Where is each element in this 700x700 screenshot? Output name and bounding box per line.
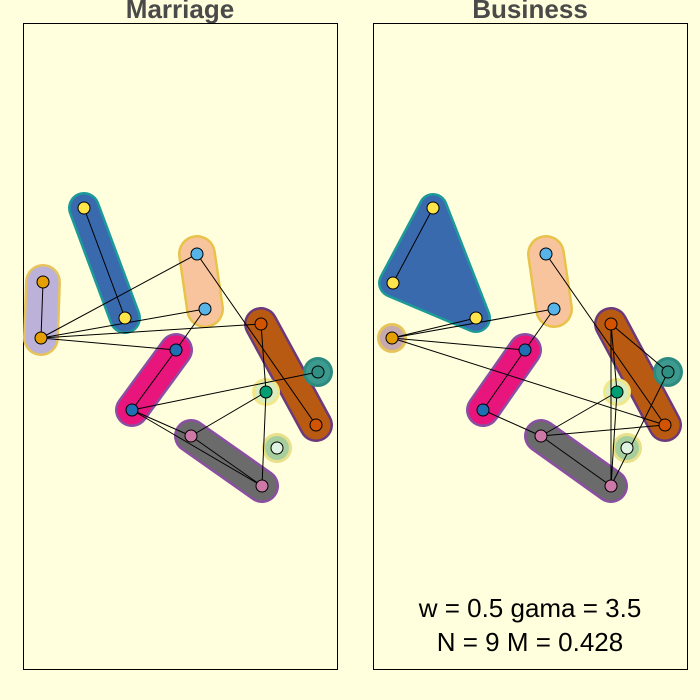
node — [386, 276, 400, 290]
edge — [40, 337, 177, 351]
stats-line-2: N = 9 M = 0.428 — [436, 627, 624, 657]
node — [661, 365, 675, 379]
panel-frame-business — [373, 23, 688, 670]
nodes-layer — [34, 201, 675, 493]
edge — [40, 281, 44, 339]
node — [604, 317, 618, 331]
edge — [391, 337, 526, 351]
node — [604, 479, 618, 493]
node — [255, 479, 269, 493]
node — [610, 385, 624, 399]
panel-frame-marriage — [23, 23, 338, 670]
edge — [610, 391, 618, 487]
edge — [610, 323, 669, 373]
edge — [545, 253, 666, 426]
node — [34, 331, 48, 345]
hull-peach-inner — [180, 237, 222, 326]
hull-peach-b-inner — [529, 237, 571, 326]
node — [259, 385, 273, 399]
edge — [391, 317, 477, 339]
node — [518, 343, 532, 357]
edge — [40, 323, 262, 339]
edge — [190, 391, 267, 437]
stats-line-1: w = 0.5 gama = 3.5 — [418, 593, 642, 623]
node — [311, 365, 325, 379]
node — [36, 275, 50, 289]
edge — [610, 371, 669, 487]
node — [169, 343, 183, 357]
hull-orange-inner — [246, 309, 331, 440]
edge — [610, 323, 618, 393]
node — [118, 311, 132, 325]
node — [469, 311, 483, 325]
edge — [540, 424, 666, 437]
marriage-hulls — [23, 192, 333, 503]
edge — [482, 409, 542, 437]
node — [184, 429, 198, 443]
node — [426, 201, 440, 215]
node — [385, 331, 399, 345]
node — [198, 302, 212, 316]
edge — [392, 207, 434, 284]
edge — [190, 435, 263, 487]
node — [476, 403, 490, 417]
edge — [482, 349, 526, 411]
edge — [196, 253, 317, 426]
node — [620, 441, 634, 455]
node — [547, 302, 561, 316]
node — [658, 418, 672, 432]
edge — [131, 349, 177, 411]
node — [270, 441, 284, 455]
node — [125, 403, 139, 417]
edge — [175, 308, 206, 351]
node — [190, 247, 204, 261]
hull-orange-b-inner — [596, 309, 680, 440]
node — [77, 201, 91, 215]
edge — [131, 409, 263, 487]
node — [534, 429, 548, 443]
panel-title-business: Business — [472, 0, 588, 24]
edge — [260, 323, 267, 393]
panel-title-marriage: Marriage — [125, 0, 235, 24]
edge — [540, 435, 612, 487]
edge — [131, 371, 319, 411]
hull-blue-large-inner — [380, 195, 489, 331]
edge — [83, 207, 126, 319]
edge — [40, 253, 198, 339]
node — [309, 418, 323, 432]
node — [254, 317, 268, 331]
edge — [261, 391, 267, 487]
node — [539, 247, 553, 261]
edge — [391, 337, 666, 426]
edge — [131, 409, 192, 437]
edge — [540, 391, 618, 437]
edge — [524, 308, 555, 351]
